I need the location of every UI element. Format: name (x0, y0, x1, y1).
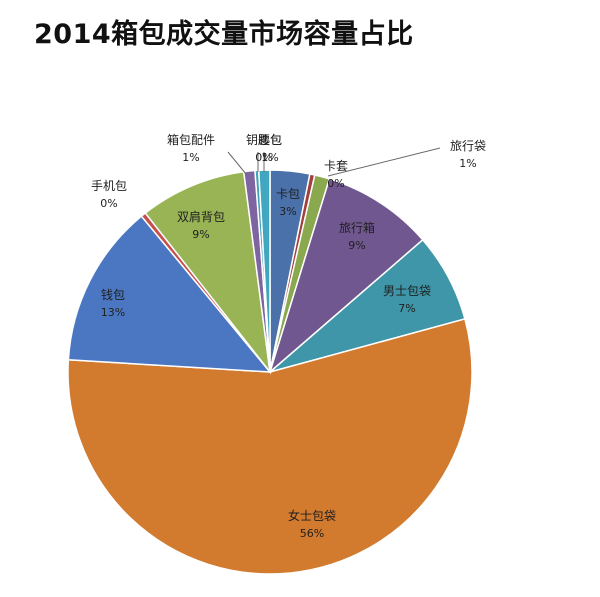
slice-label-percent-3: 1% (459, 157, 476, 170)
slice-label-percent-10: 1% (182, 151, 199, 164)
pie-slice-7 (67, 215, 272, 373)
slice-label-percent-1: 3% (279, 205, 296, 218)
leader-lines (227, 147, 441, 177)
slice-label-name-6: 女士包袋 (288, 508, 336, 523)
slice-label-percent-8: 0% (100, 197, 117, 210)
slice-label-name-4: 旅行箱 (339, 220, 375, 235)
slice-label-percent-9: 9% (192, 228, 209, 241)
slice-labels: 卡包 3% 卡套 0% 旅行袋 1% 旅行箱 9% 男士包袋 7% 女士包袋 56% 钱包 13% 手机包 0… (91, 132, 486, 540)
slice-label-name-8: 手机包 (91, 179, 127, 193)
slice-label-name-10: 箱包配件 (167, 132, 215, 147)
slice-label-name-7: 钱包 (101, 287, 125, 302)
slice-label-percent-5: 7% (398, 302, 415, 315)
slice-label-name-3: 旅行袋 (450, 139, 486, 153)
slice-label-name-1: 卡包 (276, 187, 300, 201)
leader-line-3 (327, 147, 441, 177)
pie-slices (67, 169, 473, 575)
slice-label-percent-4: 9% (348, 239, 365, 252)
slice-label-name-5: 男士包袋 (383, 284, 431, 298)
pie-slice-4 (268, 177, 424, 375)
pie-slice-6 (67, 318, 473, 575)
slice-label-name-11: 钥匙包 (246, 133, 282, 147)
slice-label-percent-12: 1% (261, 151, 278, 164)
slice-label-name-9: 双肩背包 (177, 209, 225, 224)
slice-label-percent-2: 0% (327, 177, 344, 190)
slice-label-percent-11: 0% (255, 151, 272, 164)
slice-label-name-2: 卡套 (324, 159, 348, 173)
slice-label-percent-7: 13% (101, 306, 125, 319)
chart-title: 2014箱包成交量市场容量占比 (34, 19, 414, 50)
slice-label-name-12: 腰包 (258, 133, 282, 147)
pie-slice-9 (144, 170, 272, 375)
leader-line-10 (227, 151, 247, 175)
slice-label-percent-6: 56% (300, 527, 324, 540)
